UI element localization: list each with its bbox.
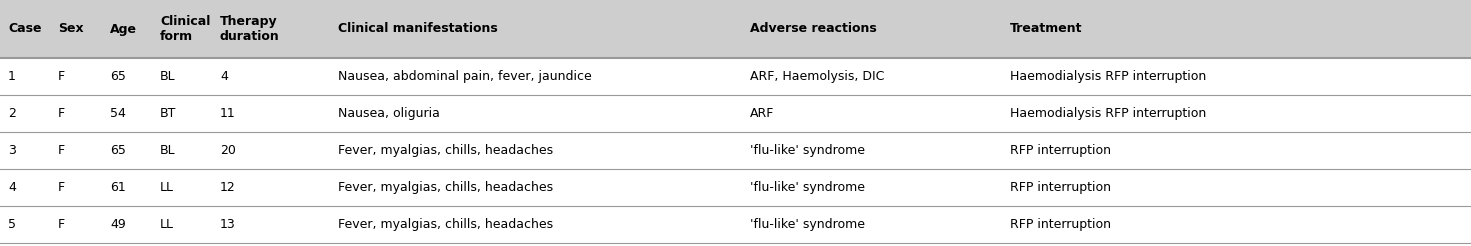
Text: Sex: Sex (57, 22, 84, 35)
Text: ARF, Haemolysis, DIC: ARF, Haemolysis, DIC (750, 70, 884, 83)
Text: 2: 2 (7, 107, 16, 120)
Text: ARF: ARF (750, 107, 774, 120)
Text: Therapy
duration: Therapy duration (221, 15, 279, 43)
Text: F: F (57, 144, 65, 157)
Text: LL: LL (160, 218, 174, 231)
Text: 65: 65 (110, 70, 127, 83)
Text: RFP interruption: RFP interruption (1011, 144, 1111, 157)
Text: F: F (57, 107, 65, 120)
Text: Case: Case (7, 22, 41, 35)
Text: 12: 12 (221, 181, 235, 194)
Text: RFP interruption: RFP interruption (1011, 181, 1111, 194)
Text: BL: BL (160, 144, 175, 157)
Text: 65: 65 (110, 144, 127, 157)
Text: Treatment: Treatment (1011, 22, 1083, 35)
Text: BL: BL (160, 70, 175, 83)
Text: Nausea, abdominal pain, fever, jaundice: Nausea, abdominal pain, fever, jaundice (338, 70, 591, 83)
Text: 'flu-like' syndrome: 'flu-like' syndrome (750, 218, 865, 231)
Text: BT: BT (160, 107, 177, 120)
Text: F: F (57, 218, 65, 231)
Text: 49: 49 (110, 218, 125, 231)
Text: Fever, myalgias, chills, headaches: Fever, myalgias, chills, headaches (338, 218, 553, 231)
Text: 11: 11 (221, 107, 235, 120)
Text: 4: 4 (7, 181, 16, 194)
Text: Fever, myalgias, chills, headaches: Fever, myalgias, chills, headaches (338, 181, 553, 194)
Text: RFP interruption: RFP interruption (1011, 218, 1111, 231)
Text: Fever, myalgias, chills, headaches: Fever, myalgias, chills, headaches (338, 144, 553, 157)
Text: 'flu-like' syndrome: 'flu-like' syndrome (750, 181, 865, 194)
Text: Nausea, oliguria: Nausea, oliguria (338, 107, 440, 120)
Text: Clinical
form: Clinical form (160, 15, 210, 43)
Text: F: F (57, 70, 65, 83)
Text: 61: 61 (110, 181, 125, 194)
Text: Clinical manifestations: Clinical manifestations (338, 22, 497, 35)
Text: Haemodialysis RFP interruption: Haemodialysis RFP interruption (1011, 107, 1206, 120)
Text: 5: 5 (7, 218, 16, 231)
Text: 54: 54 (110, 107, 127, 120)
Text: 'flu-like' syndrome: 'flu-like' syndrome (750, 144, 865, 157)
Bar (0, 0, 1471, 58)
Text: 4: 4 (221, 70, 228, 83)
Text: LL: LL (160, 181, 174, 194)
Text: Age: Age (110, 22, 137, 35)
Text: Adverse reactions: Adverse reactions (750, 22, 877, 35)
Text: 1: 1 (7, 70, 16, 83)
Text: F: F (57, 181, 65, 194)
Text: 3: 3 (7, 144, 16, 157)
Text: 20: 20 (221, 144, 235, 157)
Text: Haemodialysis RFP interruption: Haemodialysis RFP interruption (1011, 70, 1206, 83)
Text: 13: 13 (221, 218, 235, 231)
